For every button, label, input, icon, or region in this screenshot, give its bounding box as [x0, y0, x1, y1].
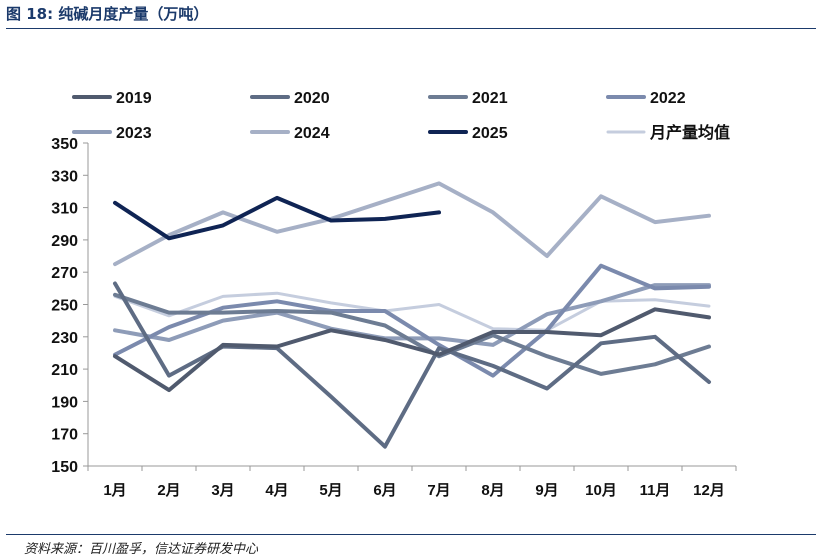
x-tick-label: 7月 [427, 482, 450, 499]
x-tick-label: 9月 [535, 482, 558, 499]
legend-label: 2024 [294, 125, 330, 142]
series-line-2024 [113, 181, 711, 267]
y-tick-label: 170 [51, 427, 78, 444]
x-axis: 1月 2月 3月 4月 5月 6月 7月 8月 9月 10月 11月 12月 [87, 465, 737, 499]
series-line-月产量均值 [113, 291, 711, 332]
series-lines [113, 181, 711, 449]
x-tick-label: 10月 [585, 482, 617, 499]
source-note: 资料来源：百川盈孚，信达证券研发中心 [24, 542, 259, 557]
legend-label: 2020 [294, 90, 330, 107]
legend-label: 2022 [650, 90, 686, 107]
x-tick-label: 2月 [157, 482, 180, 499]
x-tick-label: 8月 [481, 482, 504, 499]
y-axis: 150 170 190 210 230 250 270 290 310 330 350 [51, 136, 89, 476]
y-tick-label: 350 [51, 136, 78, 153]
series-line-2021 [113, 292, 711, 376]
x-tick-label: 6月 [373, 482, 396, 499]
x-tick-label: 5月 [319, 482, 342, 499]
y-tick-label: 210 [51, 362, 78, 379]
x-tick-label: 3月 [211, 482, 234, 499]
series-line-2025 [113, 195, 441, 241]
x-tick-label: 12月 [693, 482, 725, 499]
y-tick-label: 190 [51, 394, 78, 411]
legend-label: 2025 [472, 125, 508, 142]
x-tick-label: 1月 [103, 482, 126, 499]
legend-label: 月产量均值 [649, 123, 730, 142]
legend-label: 2023 [116, 125, 152, 142]
source-divider [6, 534, 816, 535]
y-tick-label: 270 [51, 265, 78, 282]
title-divider [6, 28, 816, 29]
legend-label: 2019 [116, 90, 152, 107]
legend-label: 2021 [472, 90, 508, 107]
line-chart: 2019 2020 2021 2022 2023 2024 2025 月产量均值 150 170… [51, 90, 737, 499]
y-tick-label: 230 [51, 330, 78, 347]
y-tick-label: 310 [51, 201, 78, 218]
y-tick-label: 250 [51, 298, 78, 315]
figure-title: 图 18: 纯碱月度产量（万吨） [6, 5, 209, 23]
x-tick-label: 11月 [640, 482, 671, 499]
y-tick-label: 330 [51, 168, 78, 185]
y-tick-label: 290 [51, 233, 78, 250]
y-tick-label: 150 [51, 459, 78, 476]
legend: 2019 2020 2021 2022 2023 2024 2025 月产量均值 [72, 90, 730, 142]
x-tick-label: 4月 [265, 482, 288, 499]
series-line-2019 [113, 307, 711, 393]
series-line-2023 [113, 283, 711, 347]
